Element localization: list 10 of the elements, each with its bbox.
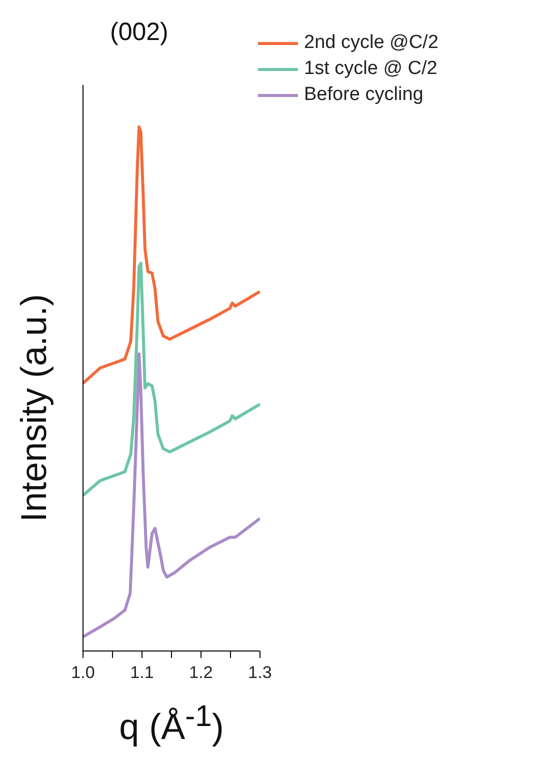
- legend-label: 2nd cycle @C/2: [304, 32, 438, 54]
- x-tick-label: 1.0: [71, 663, 95, 682]
- chart-title: (002): [110, 18, 168, 47]
- legend-label: 1st cycle @ C/2: [304, 58, 438, 80]
- x-axis-title: q (Å$^{-1}$): [118, 700, 225, 748]
- legend-label: Before cycling: [304, 84, 424, 106]
- x-tick-label: 1.3: [248, 663, 272, 682]
- x-tick-label: 1.1: [130, 663, 154, 682]
- y-axis-title: Intensity (a.u.): [13, 292, 55, 524]
- x-tick-label: 1.2: [189, 663, 213, 682]
